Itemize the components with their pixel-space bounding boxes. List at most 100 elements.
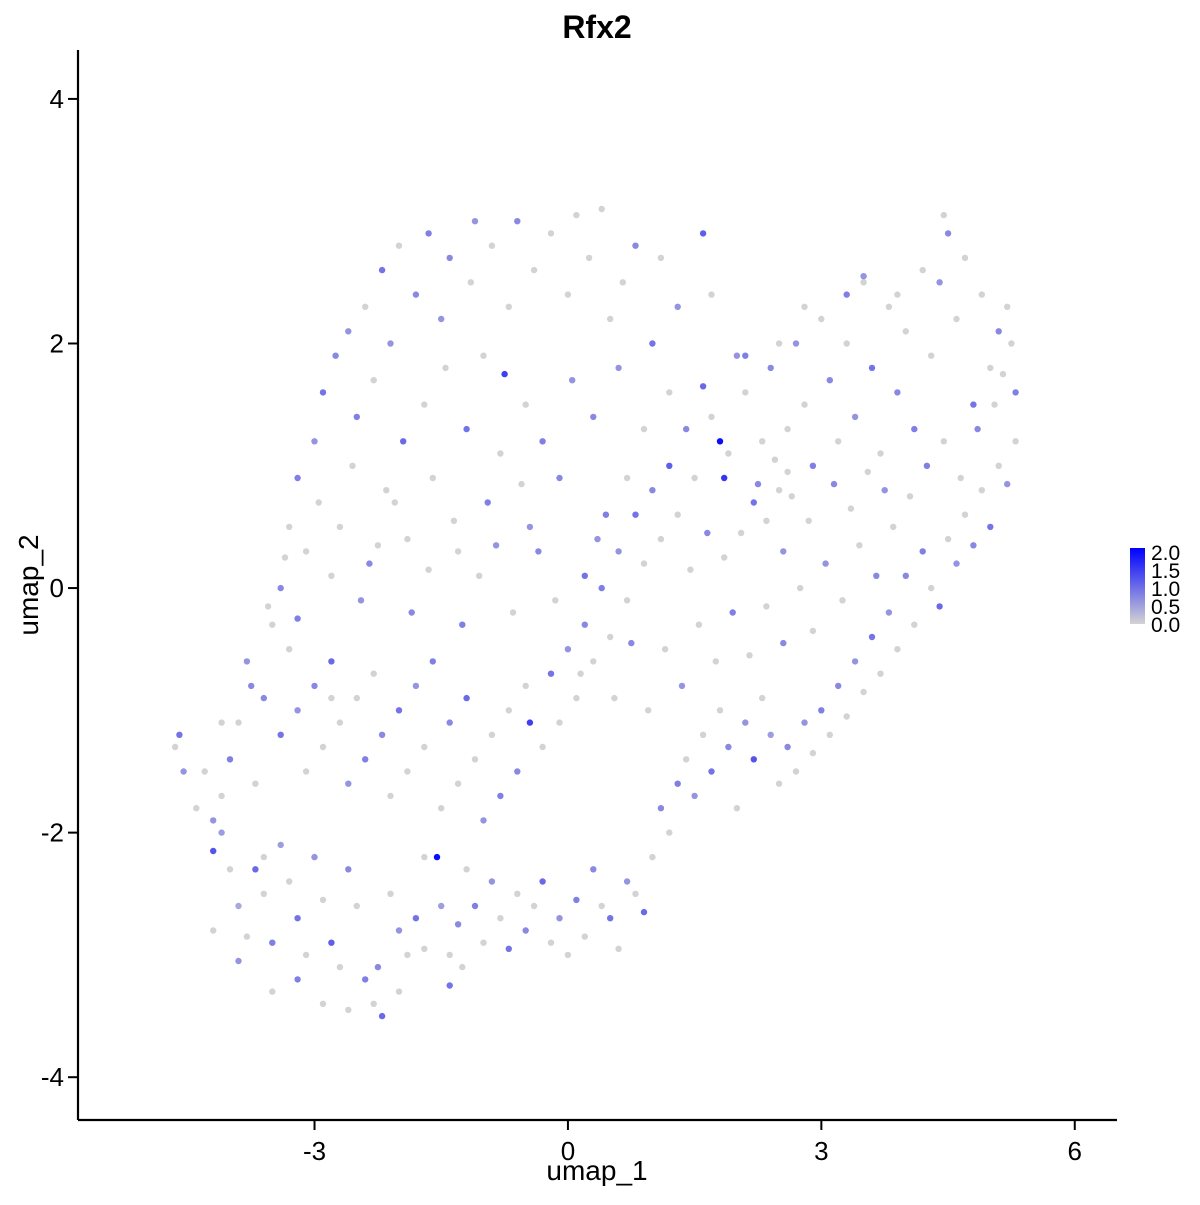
colorbar-legend: 0.00.51.01.52.0: [1130, 542, 1180, 637]
data-point: [940, 211, 947, 219]
data-point: [269, 621, 276, 628]
data-point: [573, 211, 580, 219]
data-point: [830, 480, 838, 488]
data-point: [370, 670, 377, 677]
data-point: [902, 328, 909, 335]
data-point: [708, 291, 715, 298]
data-point: [281, 554, 289, 561]
data-point: [877, 670, 884, 677]
data-point: [277, 731, 284, 738]
data-point: [991, 401, 998, 408]
data-point: [767, 364, 774, 372]
data-point: [294, 707, 301, 714]
data-point: [226, 866, 234, 873]
data-point: [395, 707, 403, 714]
data-point: [623, 878, 631, 885]
data-point: [480, 817, 487, 824]
data-point: [353, 694, 360, 702]
data-point: [374, 542, 382, 549]
data-point: [742, 352, 749, 359]
data-point: [450, 517, 458, 524]
data-point: [649, 487, 656, 494]
data-point: [581, 933, 588, 940]
data-point: [923, 462, 931, 469]
data-point: [573, 694, 580, 702]
data-point: [286, 878, 293, 885]
data-point: [1004, 303, 1011, 310]
data-point: [661, 646, 669, 653]
data-point: [556, 719, 563, 726]
data-point: [725, 743, 732, 751]
data-point: [645, 707, 652, 714]
data-point: [683, 756, 690, 763]
data-point: [286, 523, 293, 531]
data-point: [674, 303, 681, 310]
data-point: [733, 805, 741, 812]
data-point: [488, 878, 496, 885]
data-point: [873, 572, 880, 579]
data-point: [526, 719, 534, 726]
data-point: [302, 548, 310, 555]
data-point: [260, 694, 267, 702]
x-tick-label: -3: [303, 1136, 326, 1166]
data-point: [995, 462, 1002, 469]
data-point: [492, 542, 500, 549]
data-point: [970, 401, 977, 408]
data-point: [767, 731, 774, 738]
data-point: [881, 487, 888, 494]
data-point: [704, 529, 711, 537]
colorbar-tick-label: 1.0: [1151, 578, 1180, 601]
data-point: [412, 682, 420, 690]
data-point: [919, 548, 926, 555]
data-point: [387, 890, 394, 897]
data-point: [471, 902, 479, 910]
data-point: [657, 805, 665, 812]
data-point: [400, 438, 407, 445]
data-point: [429, 658, 436, 665]
data-point: [193, 805, 200, 812]
data-point: [716, 438, 724, 445]
data-point: [581, 572, 588, 579]
data-point: [277, 841, 284, 849]
data-point: [763, 603, 770, 610]
data-point: [1008, 340, 1015, 347]
data-point: [210, 817, 217, 824]
data-point: [822, 560, 829, 567]
data-point: [446, 951, 453, 959]
data-point: [683, 425, 690, 433]
data-point: [851, 658, 859, 665]
data-point: [775, 487, 783, 494]
data-point: [851, 413, 859, 421]
data-point: [319, 896, 327, 904]
data-point: [890, 523, 897, 531]
data-point: [632, 890, 639, 897]
data-point: [784, 743, 791, 751]
data-point: [843, 713, 850, 720]
data-point: [674, 780, 681, 787]
data-point: [944, 535, 952, 543]
data-point: [370, 377, 377, 384]
data-point: [509, 609, 517, 616]
data-point: [370, 1000, 377, 1007]
data-point: [839, 597, 846, 604]
data-point: [480, 352, 487, 359]
data-point: [792, 768, 800, 775]
data-point: [835, 438, 842, 445]
data-point: [885, 303, 893, 310]
data-point: [1012, 438, 1019, 445]
data-point: [894, 389, 901, 396]
data-point: [180, 768, 187, 775]
data-point: [623, 597, 631, 604]
data-point: [497, 450, 504, 457]
data-point: [978, 487, 985, 494]
data-point: [961, 254, 969, 262]
data-point: [573, 896, 580, 904]
data-point: [885, 609, 893, 616]
data-point: [987, 364, 994, 372]
data-point: [547, 939, 555, 946]
data-point: [666, 462, 673, 469]
data-point: [210, 927, 217, 934]
data-point: [294, 976, 301, 983]
data-point: [809, 462, 817, 469]
